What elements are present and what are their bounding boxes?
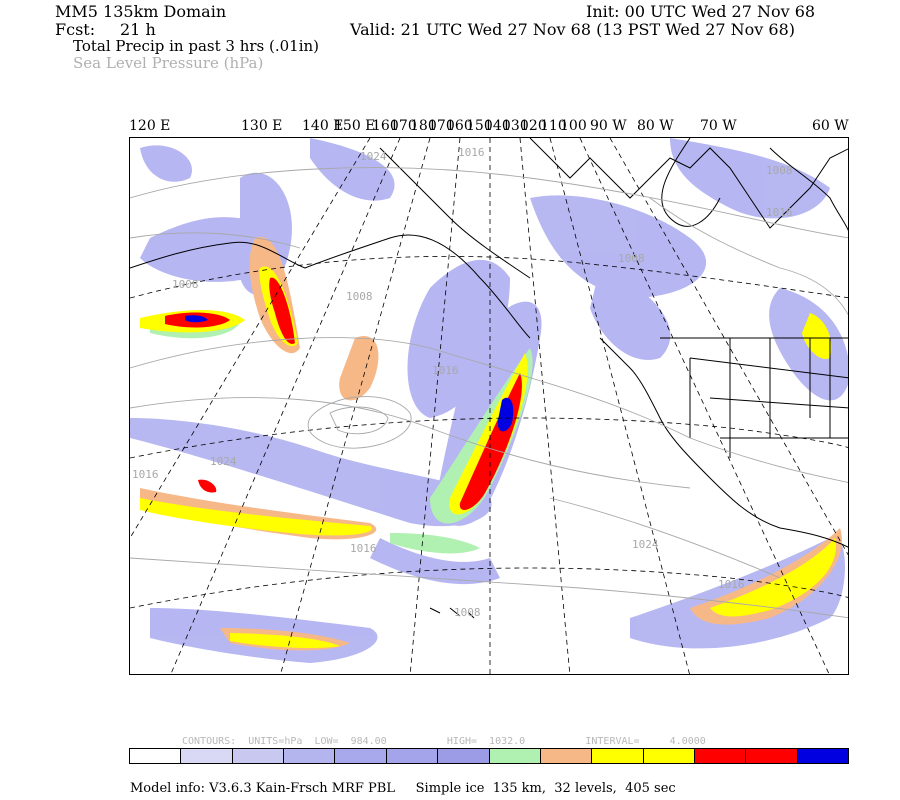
longitude-label-row: 120 E 130 E 140 E 150 E 160 170 180 170 … (0, 118, 900, 134)
colorbar-swatch (746, 749, 798, 763)
domain-title: MM5 135km Domain (55, 2, 227, 21)
isobar-label: 1008 (766, 164, 793, 177)
lon-label: 160 (372, 118, 399, 134)
isobar-label: 1016 (432, 364, 459, 377)
isobar-label: 1008 (172, 278, 199, 291)
colorbar-swatch (489, 749, 541, 763)
isobar-label: 1024 (210, 455, 237, 468)
valid-time: Valid: 21 UTC Wed 27 Nov 68 (13 PST Wed … (350, 20, 796, 39)
colorbar-swatch (592, 749, 644, 763)
contour-info: CONTOURS: UNITS=hPa LOW= 984.00 HIGH= 10… (182, 736, 706, 747)
colorbar-swatch (386, 749, 439, 763)
isobar-label: 1008 (454, 606, 481, 619)
isobar-labels: 1024 1016 1008 1016 1008 1008 1008 1016 … (132, 146, 793, 619)
lon-label: 60 W (812, 118, 849, 134)
lon-label: 110 (540, 118, 567, 134)
colorbar-swatch (797, 749, 849, 763)
isobar-label: 1024 (360, 150, 387, 163)
isobar-label: 1024 (632, 538, 659, 551)
colorbar-swatch (181, 749, 233, 763)
isobars (130, 167, 848, 619)
forecast-map: 1024 1016 1008 1016 1008 1008 1008 1016 … (129, 137, 849, 675)
precip-colorbar (129, 748, 849, 764)
isobar-label: 1016 (766, 206, 793, 219)
lon-label: 130 (502, 118, 529, 134)
lon-label: 170 (390, 118, 417, 134)
lon-label: 130 E (241, 118, 283, 134)
isobar-label: 1016 (350, 542, 377, 555)
lon-label: 160 (446, 118, 473, 134)
isobar-label: 1016 (132, 468, 159, 481)
precip-extreme (185, 315, 514, 432)
lon-label: 100 (560, 118, 587, 134)
colorbar-swatch (284, 749, 336, 763)
colorbar-swatch (643, 749, 695, 763)
colorbar-swatch (335, 749, 387, 763)
colorbar-swatch (540, 749, 593, 763)
forecast-label: Fcst: (55, 20, 96, 39)
isobar-label: 1016 (718, 578, 745, 591)
lon-label: 70 W (700, 118, 737, 134)
colorbar-swatch (694, 749, 747, 763)
lon-label: 170 (428, 118, 455, 134)
map-canvas: 1024 1016 1008 1016 1008 1008 1008 1016 … (130, 138, 848, 674)
isobar-label: 1016 (458, 146, 485, 159)
field-slp-label: Sea Level Pressure (hPa) (73, 54, 264, 72)
init-time: Init: 00 UTC Wed 27 Nov 68 (586, 2, 816, 21)
coastlines (130, 138, 848, 619)
lon-label: 120 E (129, 118, 171, 134)
lon-label: 90 W (590, 118, 627, 134)
lon-label: 150 (466, 118, 493, 134)
colorbar-swatch (232, 749, 285, 763)
lon-label: 150 E (334, 118, 376, 134)
model-info: Model info: V3.6.3 Kain-Frsch MRF PBL Si… (130, 781, 676, 796)
isobar-label: 1008 (346, 290, 373, 303)
lon-label: 140 E (302, 118, 344, 134)
colorbar-swatch (438, 749, 490, 763)
forecast-hour: 21 h (120, 20, 156, 39)
lon-label: 140 (484, 118, 511, 134)
lon-label: 120 (520, 118, 547, 134)
lon-label: 80 W (637, 118, 674, 134)
lon-label: 180 (410, 118, 437, 134)
isobar-label: 1008 (618, 252, 645, 265)
colorbar-swatch (130, 749, 182, 763)
field-precip-label: Total Precip in past 3 hrs (.01in) (73, 37, 320, 55)
graticule (130, 138, 848, 674)
